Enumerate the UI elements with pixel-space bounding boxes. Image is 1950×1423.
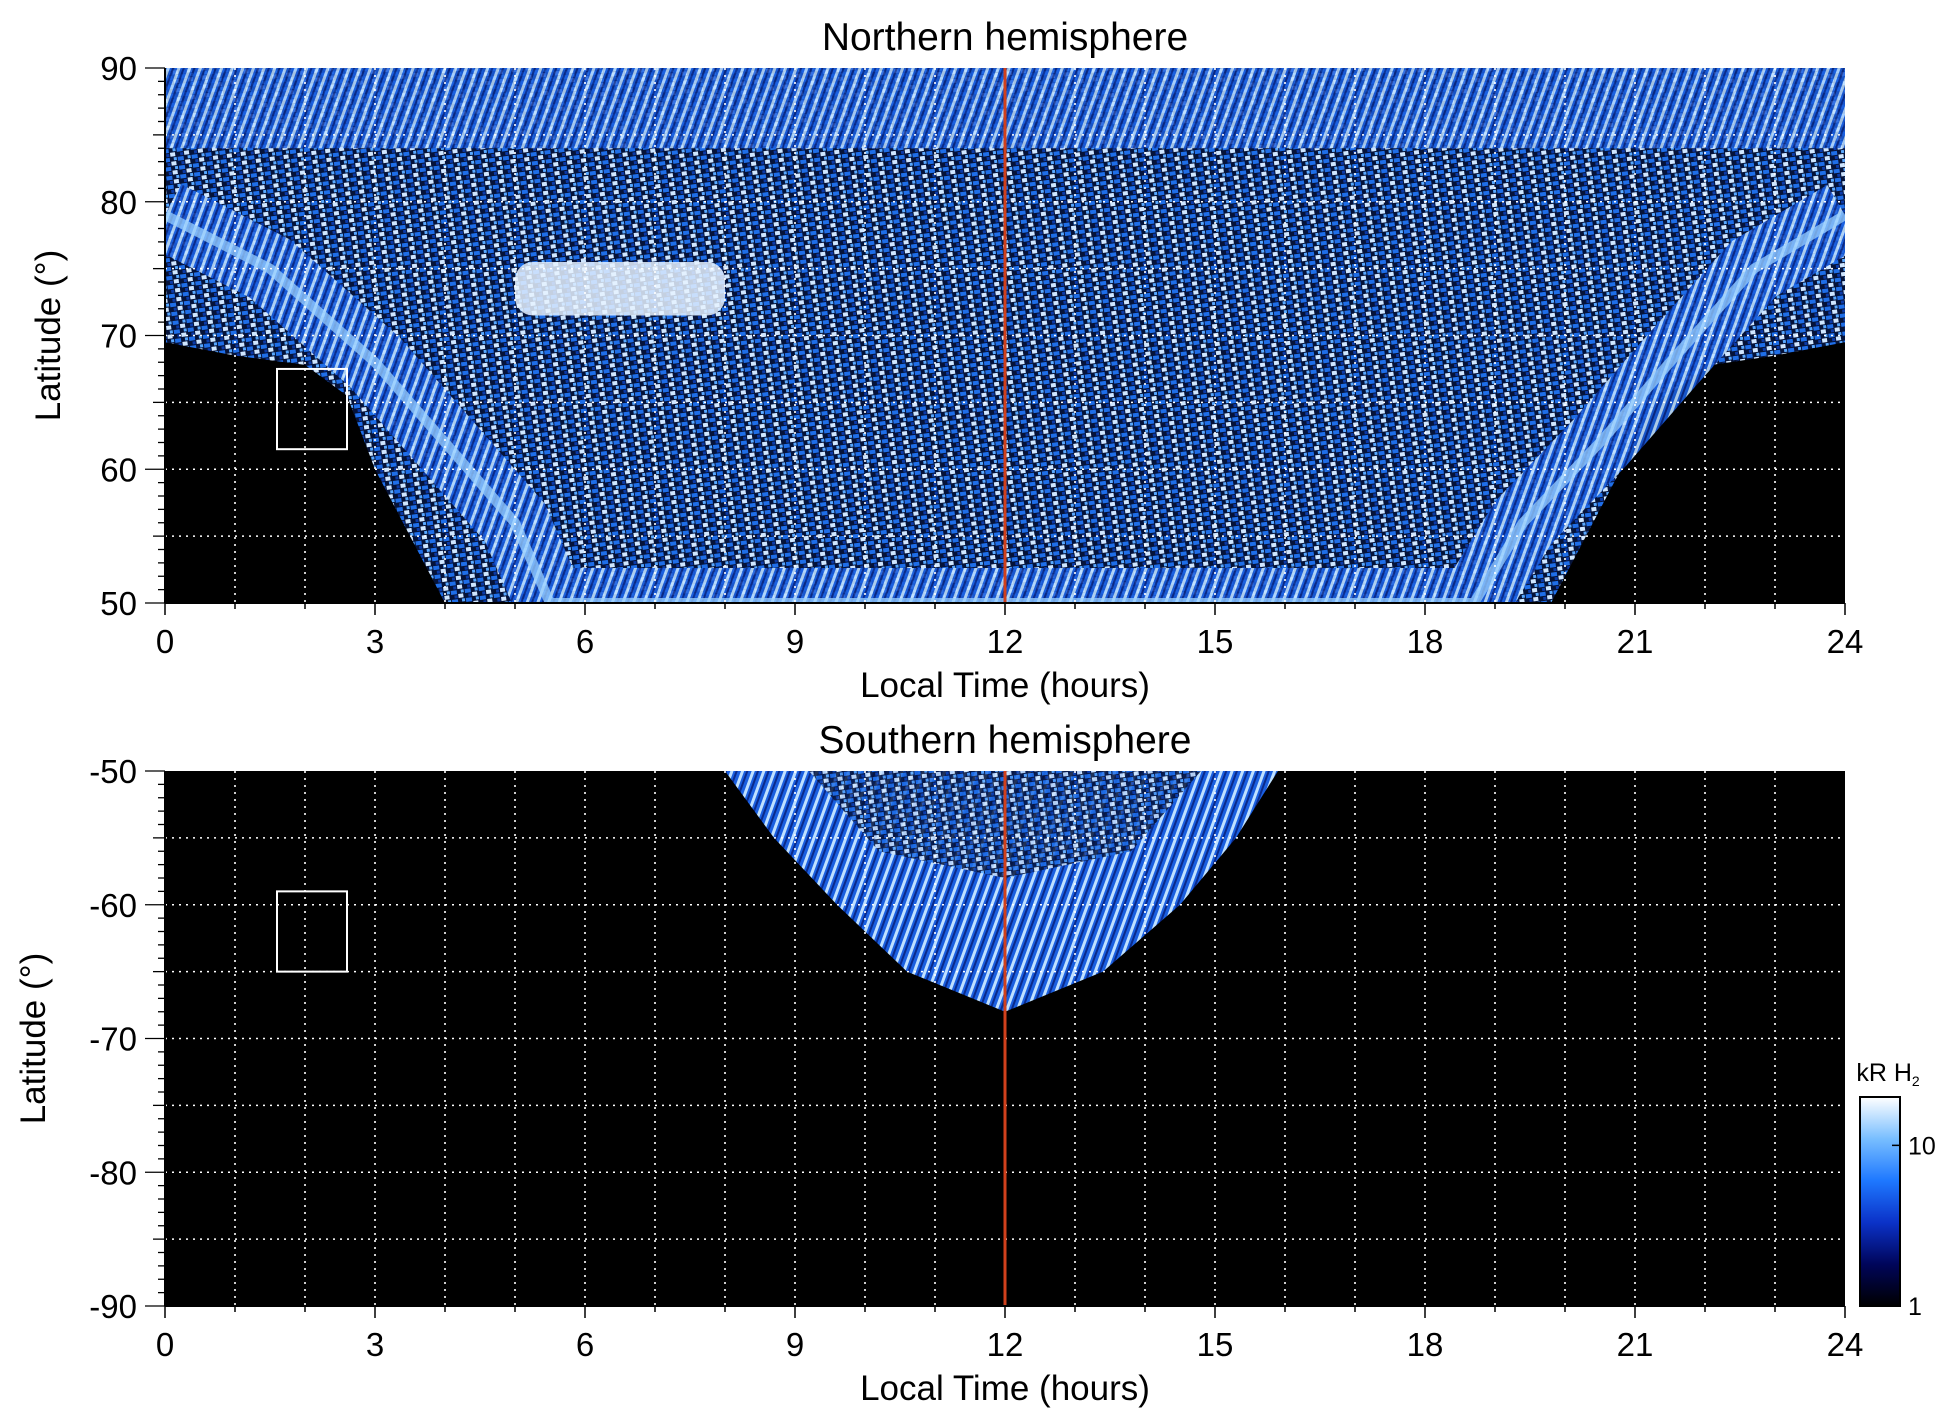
colorbar-label-main: kR H — [1856, 1059, 1912, 1087]
north-x-tick-label: 9 — [786, 623, 804, 660]
colorbar: kR H2 1 10 — [1856, 1059, 1935, 1321]
south-x-tick-label: 24 — [1827, 1326, 1864, 1363]
south-x-tick-label: 18 — [1407, 1326, 1444, 1363]
colorbar-gradient — [1859, 1096, 1901, 1307]
north-reference-box — [276, 367, 348, 451]
south-x-tick-label: 3 — [366, 1326, 384, 1363]
north-auroral-oval-core — [165, 210, 1845, 603]
north-y-tick-label: 60 — [100, 451, 137, 488]
north-x-tick-label: 12 — [987, 623, 1024, 660]
south-y-tick-label: -70 — [89, 1021, 137, 1058]
south-y-axis-label: Latitude (°) — [14, 953, 53, 1125]
northern-hemisphere-panel: Northern hemisphere 0 3 6 9 12 15 18 21 24 50 60 70… — [29, 16, 1863, 705]
north-axes: 0 3 6 9 12 15 18 21 24 50 60 70 80 90 — [100, 50, 1863, 660]
south-y-tick-label: -90 — [89, 1288, 137, 1325]
south-x-axis-label: Local Time (hours) — [860, 1369, 1150, 1408]
north-y-tick-label: 50 — [100, 585, 137, 622]
south-y-tick-label: -80 — [89, 1154, 137, 1191]
north-x-tick-label: 24 — [1827, 623, 1864, 660]
north-y-tick-label: 70 — [100, 318, 137, 355]
colorbar-label: kR H2 — [1856, 1059, 1920, 1089]
south-x-tick-label: 9 — [786, 1326, 804, 1363]
south-chart-title: Southern hemisphere — [819, 719, 1192, 762]
north-x-tick-label: 18 — [1407, 623, 1444, 660]
colorbar-ticks: 1 10 — [1892, 1132, 1936, 1321]
north-y-axis-label: Latitude (°) — [29, 250, 68, 422]
north-cusp-feature — [515, 261, 725, 316]
colorbar-tick-label: 1 — [1908, 1293, 1922, 1321]
north-y-tick-label: 80 — [100, 184, 137, 221]
north-chart-title: Northern hemisphere — [822, 16, 1188, 59]
north-x-tick-label: 0 — [156, 623, 174, 660]
south-x-tick-label: 21 — [1617, 1326, 1654, 1363]
southern-hemisphere-panel: Southern hemisphere 0 3 6 9 12 15 18 21 24 -90 -80… — [14, 719, 1863, 1408]
south-x-tick-label: 12 — [987, 1326, 1024, 1363]
south-x-tick-label: 15 — [1197, 1326, 1234, 1363]
south-y-tick-label: -60 — [89, 887, 137, 924]
north-x-tick-label: 15 — [1197, 623, 1234, 660]
south-axes: 0 3 6 9 12 15 18 21 24 -90 -80 -70 -60 -50 — [89, 753, 1863, 1363]
south-reference-box — [276, 890, 348, 973]
colorbar-tick-label: 10 — [1908, 1132, 1936, 1160]
north-x-tick-label: 21 — [1617, 623, 1654, 660]
north-x-tick-label: 6 — [576, 623, 594, 660]
north-x-tick-label: 3 — [366, 623, 384, 660]
north-x-axis-label: Local Time (hours) — [860, 666, 1150, 705]
south-y-tick-label: -50 — [89, 753, 137, 790]
north-y-tick-label: 90 — [100, 50, 137, 87]
colorbar-label-subscript: 2 — [1912, 1073, 1920, 1089]
south-x-tick-label: 6 — [576, 1326, 594, 1363]
south-x-tick-label: 0 — [156, 1326, 174, 1363]
